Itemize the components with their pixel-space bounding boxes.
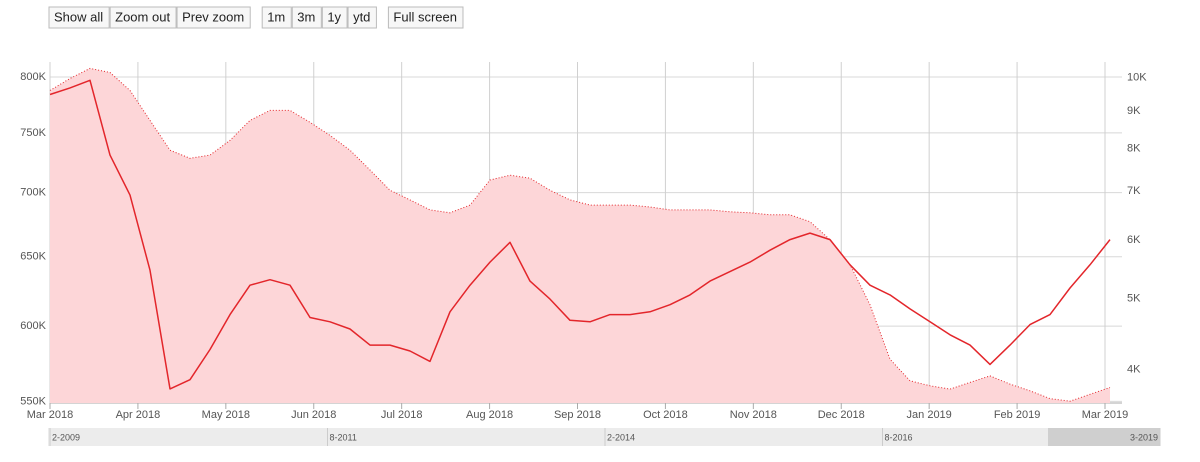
x-tick-label: Mar 2018 <box>27 409 73 421</box>
toolbar-button[interactable] <box>321 6 348 29</box>
area-fill <box>50 68 1110 404</box>
x-tick-label: Nov 2018 <box>730 409 777 421</box>
x-tick-label: Jan 2019 <box>907 409 952 421</box>
y2-tick-label: 4K <box>1127 363 1141 375</box>
y-tick-label: 750K <box>20 127 46 139</box>
toolbar-button-label: Full screen <box>393 9 457 24</box>
y2-tick-label: 10K <box>1127 71 1147 83</box>
y-tick-label: 550K <box>20 395 46 407</box>
y-tick-label: 700K <box>20 187 46 199</box>
toolbar-button-label: 1m <box>267 9 285 24</box>
y-tick-label: 600K <box>20 320 46 332</box>
navigator-label: 8-2011 <box>330 432 357 442</box>
area-edge <box>49 67 1111 402</box>
line <box>49 79 1111 390</box>
toolbar-button[interactable] <box>176 6 251 29</box>
x-tick-label: Jul 2018 <box>381 409 423 421</box>
toolbar-button[interactable] <box>109 6 177 29</box>
y-tick-label: 650K <box>20 251 46 263</box>
y2-tick-label: 9K <box>1127 105 1141 117</box>
y2-tick-label: 7K <box>1127 185 1141 197</box>
y-tick-label: 800K <box>20 71 46 83</box>
toolbar-button[interactable] <box>291 6 322 29</box>
y2-tick-label: 6K <box>1127 234 1141 246</box>
toolbar-button[interactable] <box>347 6 377 29</box>
x-tick-label: Jun 2018 <box>291 409 336 421</box>
toolbar-button[interactable] <box>387 6 464 29</box>
navigator-label: 2-2009 <box>52 432 80 442</box>
toolbar-button-label: Prev zoom <box>182 9 244 24</box>
toolbar-button[interactable] <box>261 6 292 29</box>
toolbar-button-label: 1y <box>327 9 341 24</box>
toolbar-button[interactable] <box>48 6 110 29</box>
navigator-label: 3-2019 <box>1130 432 1158 442</box>
x-tick-label: Feb 2019 <box>994 409 1040 421</box>
navigator-label: 8-2016 <box>885 432 913 442</box>
x-tick-label: May 2018 <box>202 409 250 421</box>
navigator-selection[interactable] <box>1048 428 1160 446</box>
y2-tick-label: 5K <box>1127 292 1141 304</box>
x-tick-label: Oct 2018 <box>643 409 688 421</box>
y2-tick-label: 8K <box>1127 143 1141 155</box>
navigator-label: 2-2014 <box>607 432 635 442</box>
x-tick-label: Aug 2018 <box>466 409 513 421</box>
x-tick-label: Mar 2019 <box>1082 409 1128 421</box>
toolbar-button-label: 3m <box>297 9 315 24</box>
toolbar-button-label: Zoom out <box>115 9 170 24</box>
x-tick-label: Sep 2018 <box>554 409 601 421</box>
x-tick-label: Dec 2018 <box>818 409 865 421</box>
toolbar-button-label: Show all <box>54 9 103 24</box>
navigator-track <box>48 428 1160 446</box>
toolbar-button-label: ytd <box>353 9 370 24</box>
x-tick-label: Apr 2018 <box>116 409 161 421</box>
